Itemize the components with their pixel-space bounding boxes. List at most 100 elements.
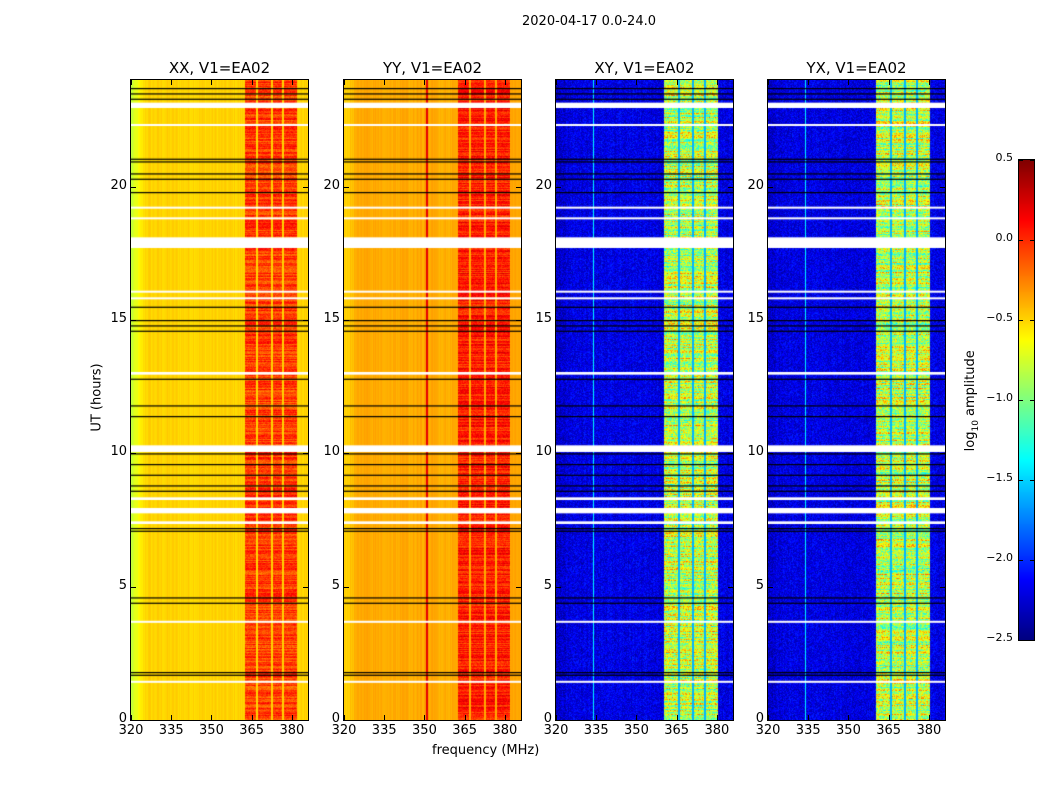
colorbar-tick-right — [1030, 240, 1034, 241]
x-tick-label: 320 — [331, 723, 357, 738]
y-tick-right — [940, 320, 945, 321]
colorbar-tick-label: −2.0 — [986, 551, 1013, 564]
x-tick — [556, 715, 557, 720]
panel-axes-yy — [343, 79, 522, 721]
x-tick-top — [636, 80, 638, 85]
x-tick — [131, 715, 132, 720]
heatmap-image — [344, 80, 521, 720]
y-tick-right — [940, 586, 945, 588]
y-tick — [131, 320, 136, 321]
y-tick-right — [940, 186, 945, 188]
y-tick-label: 10 — [323, 444, 340, 460]
y-tick-label: 15 — [535, 311, 552, 326]
x-tick-label: 350 — [199, 723, 224, 738]
y-tick — [131, 720, 136, 721]
x-axis-label: frequency (MHz) — [432, 743, 540, 758]
heatmap-image — [768, 80, 945, 720]
x-tick-top — [676, 80, 678, 85]
figure-title: 2020-04-17 0.0-24.0 — [522, 14, 656, 29]
colorbar-tick-label: 0.0 — [995, 231, 1014, 244]
x-tick-top — [556, 80, 557, 85]
x-tick-label: 320 — [118, 723, 144, 738]
panel-title: YY, V1=EA02 — [382, 59, 483, 77]
y-tick-label: 10 — [535, 444, 552, 460]
colorbar-tick — [1019, 240, 1023, 241]
colorbar-tick-right — [1030, 160, 1034, 161]
x-tick-top — [716, 80, 718, 85]
x-tick — [636, 715, 638, 720]
x-tick-top — [848, 80, 850, 85]
x-tick-label: 335 — [371, 723, 397, 738]
y-tick — [768, 186, 773, 188]
colorbar-tick — [1019, 480, 1023, 481]
colorbar-tick — [1019, 160, 1023, 161]
x-tick-label: 335 — [795, 723, 821, 738]
x-tick-top — [171, 80, 173, 85]
y-tick-right — [940, 453, 945, 455]
panel-axes-xx — [130, 79, 309, 721]
x-tick-top — [211, 80, 213, 85]
y-tick-label: 20 — [747, 177, 764, 193]
x-tick-top — [928, 80, 930, 85]
x-tick-top — [888, 80, 890, 85]
y-tick — [131, 586, 136, 588]
colorbar-tick-right — [1030, 560, 1034, 561]
y-tick-label: 5 — [543, 577, 552, 593]
y-tick-right — [516, 586, 521, 588]
y-tick-right — [728, 586, 733, 588]
x-tick-label: 380 — [916, 723, 942, 738]
y-tick-right — [516, 320, 521, 321]
y-tick — [344, 720, 349, 721]
colorbar-tick-label: −0.5 — [986, 311, 1013, 324]
x-tick — [504, 715, 506, 720]
y-tick-label: 5 — [118, 577, 127, 593]
x-tick — [171, 715, 173, 720]
colorbar-tick-label: 0.5 — [995, 151, 1014, 164]
y-tick — [131, 186, 136, 188]
x-tick-top — [424, 80, 426, 85]
x-tick-top — [808, 80, 810, 85]
panel-title: XX, V1=EA02 — [168, 59, 271, 77]
colorbar-tick-label: −1.0 — [986, 391, 1013, 404]
y-tick-label: 5 — [331, 577, 340, 593]
x-tick-label: 350 — [624, 723, 649, 738]
x-tick-top — [131, 80, 132, 85]
x-tick-label: 365 — [876, 723, 902, 738]
y-tick-right — [303, 453, 308, 455]
panel-axes-xy — [555, 79, 734, 721]
x-tick-top — [384, 80, 386, 85]
y-tick-label: 20 — [110, 177, 127, 193]
x-tick — [384, 715, 386, 720]
x-tick-top — [464, 80, 466, 85]
panel-title: YX, V1=EA02 — [806, 59, 907, 77]
y-tick-label: 10 — [110, 444, 127, 460]
x-tick — [676, 715, 678, 720]
x-tick — [768, 715, 769, 720]
y-tick-right — [728, 186, 733, 188]
y-tick-right — [728, 453, 733, 455]
y-tick-right — [303, 186, 308, 188]
panel-title: XY, V1=EA02 — [594, 59, 695, 77]
x-tick-label: 380 — [279, 723, 305, 738]
x-tick — [596, 715, 598, 720]
y-tick-right — [516, 186, 521, 188]
y-tick-label: 15 — [323, 311, 340, 326]
y-tick-label: 5 — [755, 577, 764, 593]
y-tick — [344, 453, 349, 455]
y-axis-label: UT (hours) — [89, 363, 105, 432]
x-tick-top — [596, 80, 598, 85]
x-tick — [808, 715, 810, 720]
colorbar-tick-right — [1030, 480, 1034, 481]
x-tick — [848, 715, 850, 720]
x-tick — [424, 715, 426, 720]
colorbar-tick-right — [1030, 400, 1034, 401]
heatmap-image — [131, 80, 308, 720]
x-tick — [211, 715, 213, 720]
y-tick-right — [303, 586, 308, 588]
x-tick-top — [504, 80, 506, 85]
y-tick — [768, 320, 773, 321]
y-tick-label: 0 — [331, 711, 340, 726]
x-tick-top — [768, 80, 769, 85]
y-tick-label: 0 — [118, 711, 127, 726]
x-tick-top — [251, 80, 253, 85]
